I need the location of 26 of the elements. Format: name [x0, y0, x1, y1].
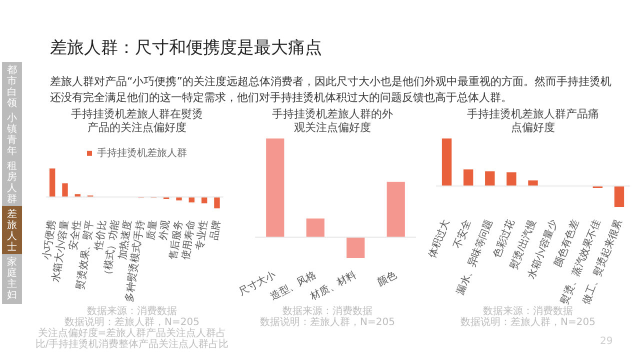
x-tick-label: 体积过大: [426, 218, 452, 260]
x-tick-label: 外观: [158, 219, 172, 241]
source-note: 数据来源：消费数据: [86, 306, 178, 317]
chart-title: 手持挂烫机差旅人群在熨烫产品的关注点偏好度: [71, 108, 203, 134]
text: 差旅人群：尺寸和便携度是最大痛点: [50, 37, 322, 59]
legend-label: 手持挂烫机差旅人群: [97, 147, 187, 160]
text: 小镇青年: [2, 113, 22, 157]
x-tick-label: 专业性: [194, 219, 210, 251]
x-tick-label: 品牌: [208, 219, 223, 241]
source-note: 数据来源：消费数据: [482, 306, 574, 317]
x-tick-label: 质量: [144, 219, 160, 241]
text: 数据说明：差旅人群，N=205: [259, 317, 396, 328]
text: 关注点偏好度=差旅人群产品关注点人群占比/手持挂烫机消费整体产品关注点人群占比: [34, 328, 230, 350]
text: 差旅人士: [2, 209, 22, 253]
chart-title: 手持挂烫机差旅人群的外观关注点偏好度: [272, 108, 393, 134]
text: 都市白领: [2, 65, 22, 109]
source-note: 数据来源：消费数据: [282, 306, 374, 317]
x-tick-label: 颜色: [375, 268, 399, 289]
text: 租房人群: [2, 161, 22, 205]
x-tick-label: 不安全: [451, 218, 474, 250]
text: 数据说明：差旅人群，N=205: [64, 317, 200, 328]
text: 数据说明：差旅人群，N=205: [460, 317, 596, 328]
text: 家庭主妇: [2, 257, 22, 301]
text: 差旅人群对产品“小巧便携”的关注度远超总体消费者，因此尺寸大小也是他们外观中最重视的方面。然而手持挂烫机还没有完全满足他们的这一特定需求，他们对手持挂烫机体积过大的问题反馈也高于总体人群。: [50, 74, 612, 106]
x-tick-label: 安全性: [67, 219, 84, 251]
chart-title: 手持挂烫机差旅人群产品痛点偏好度: [467, 108, 599, 134]
